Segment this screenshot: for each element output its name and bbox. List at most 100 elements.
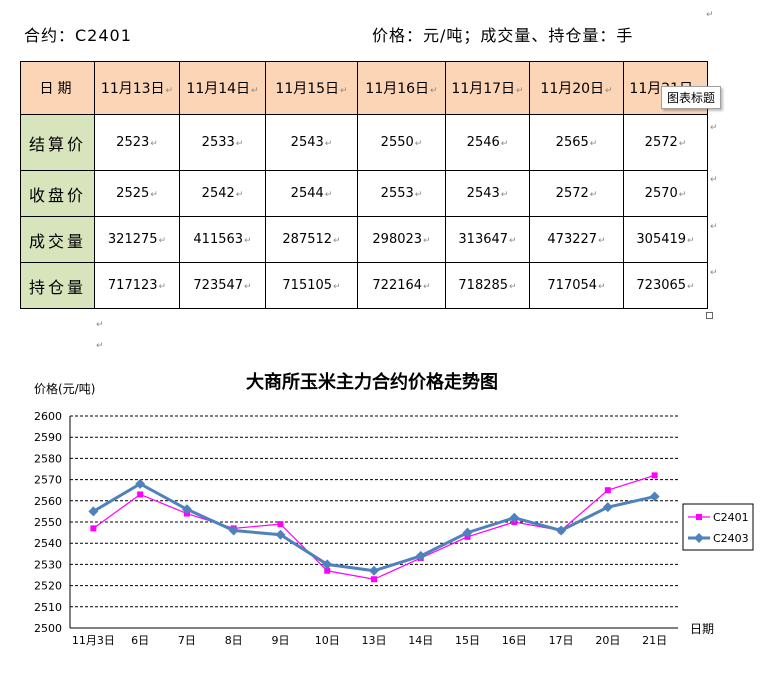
price-trend-chart: 大商所玉米主力合约价格走势图 价格(元/吨) 日期 25002510252025…: [34, 371, 754, 647]
date-header-cell: 11月15日↵: [265, 61, 358, 115]
x-axis-ticks: 11月3日 6日 7日 8日 9日 10日 13日 14日 15日 16日 17日 20日 21日: [72, 634, 667, 647]
table-cell: 2570↵: [623, 170, 708, 217]
x-tick-label: 15日: [455, 634, 480, 647]
table-row: 成交量 321275↵ 411563↵ 287512↵ 298023↵ 3136…: [20, 216, 708, 263]
table-header-row: 日期 11月13日↵ 11月14日↵ 11月15日↵ 11月16日↵ 11月17…: [20, 61, 708, 115]
table-row: 收盘价 2525↵ 2542↵ 2544↵ 2553↵ 2543↵ 2572↵ …: [20, 170, 708, 217]
units-label: 价格：元/吨；成交量、持仓量：手: [372, 26, 634, 45]
data-point: [228, 525, 239, 536]
table-cell: 2546↵: [445, 114, 530, 171]
table-cell: 2543↵: [265, 114, 358, 171]
x-tick-label: 9日: [271, 634, 289, 647]
legend-marker: [694, 533, 704, 543]
data-point: [649, 491, 660, 502]
table-cell: 2543↵: [445, 170, 530, 217]
legend-box: [682, 503, 754, 551]
date-header-cell: 11月13日↵: [94, 61, 180, 115]
table-cell: 718285↵: [445, 262, 530, 309]
data-point: [275, 529, 286, 540]
table-cell: 2553↵: [357, 170, 446, 217]
data-point: [371, 576, 377, 583]
data-point: [556, 525, 567, 536]
chart-title-tooltip: 图表标题: [661, 86, 722, 109]
table-cell: 723065↵: [623, 262, 708, 309]
row-label-cell: 成交量: [20, 216, 95, 263]
x-tick-label: 7日: [178, 634, 196, 647]
table-cell: 723547↵: [179, 262, 266, 309]
row-end-mark: ↵: [710, 175, 718, 185]
table-cell: 2572↵: [529, 170, 624, 217]
table-cell: 411563↵: [179, 216, 266, 263]
x-tick-label: 16日: [502, 634, 527, 647]
y-tick-label: 2570: [34, 474, 62, 487]
y-tick-label: 2580: [34, 452, 62, 465]
table-cell: 305419↵: [623, 216, 708, 263]
table-cell: 717123↵: [94, 262, 180, 309]
date-header-cell: 11月16日↵: [357, 61, 446, 115]
data-point: [88, 506, 99, 517]
table-resize-handle[interactable]: [706, 312, 713, 319]
table-cell: 287512↵: [265, 216, 358, 263]
legend-label: C2401: [713, 511, 749, 524]
y-tick-label: 2540: [34, 537, 62, 550]
data-point: [509, 512, 520, 523]
date-header-cell: 11月17日↵: [445, 61, 530, 115]
x-tick-label: 20日: [595, 634, 620, 647]
x-tick-label: 17日: [549, 634, 574, 647]
legend: C2401 C2403: [682, 503, 754, 551]
market-data-table: 日期 11月13日↵ 11月14日↵ 11月15日↵ 11月16日↵ 11月17…: [20, 61, 708, 309]
table-row: 持仓量 717123↵ 723547↵ 715105↵ 722164↵ 7182…: [20, 262, 708, 309]
data-point: [415, 550, 426, 561]
legend-marker: [696, 514, 702, 520]
table-cell: 298023↵: [357, 216, 446, 263]
table-cell: 313647↵: [445, 216, 530, 263]
y-tick-label: 2590: [34, 431, 62, 444]
data-point: [604, 487, 611, 494]
y-axis-ticks: 2500 2510 2520 2530 2540 2550 2560 2570 2580 2590…: [34, 410, 62, 635]
y-tick-label: 2550: [34, 516, 62, 529]
x-tick-label: 13日: [362, 634, 387, 647]
x-tick-label: 21日: [642, 634, 667, 647]
x-tick-label: 11月3日: [72, 634, 115, 647]
data-point: [135, 478, 146, 489]
x-tick-label: 14日: [408, 634, 433, 647]
date-header-cell: 11月14日↵: [179, 61, 266, 115]
axes: [69, 416, 678, 629]
table-row: 结算价 2523↵ 2533↵ 2543↵ 2550↵ 2546↵ 2565↵ …: [20, 114, 708, 171]
series-c2403: [88, 478, 660, 576]
series-c2401: [90, 472, 658, 583]
y-tick-label: 2520: [34, 580, 62, 593]
y-tick-label: 2530: [34, 558, 62, 571]
table-cell: 2544↵: [265, 170, 358, 217]
row-end-mark: ↵: [710, 222, 718, 232]
data-point: [322, 559, 333, 570]
contract-label: 合约：C2401: [24, 26, 132, 45]
y-tick-label: 2510: [34, 601, 62, 614]
data-point: [277, 521, 284, 528]
paragraph-mark: ↵: [706, 10, 714, 20]
table-cell: 2572↵: [623, 114, 708, 171]
x-axis-label: 日期: [690, 622, 714, 636]
paragraph-mark: ↵: [96, 341, 104, 351]
table-cell: 2525↵: [94, 170, 180, 217]
y-tick-label: 2600: [34, 410, 62, 423]
table-cell: 2565↵: [529, 114, 624, 171]
table-cell: 717054↵: [529, 262, 624, 309]
data-point: [90, 525, 97, 532]
table-cell: 2523↵: [94, 114, 180, 171]
series-line: [92, 482, 655, 573]
paragraph-mark: ↵: [96, 320, 104, 330]
data-point: [651, 472, 658, 479]
table-cell: 2550↵: [357, 114, 446, 171]
data-point: [181, 504, 192, 515]
y-tick-label: 2560: [34, 495, 62, 508]
data-point: [137, 491, 144, 498]
page-header: 合约：C2401 价格：元/吨；成交量、持仓量：手 ↵: [0, 0, 763, 60]
series-lines: [88, 472, 660, 583]
y-axis-label: 价格(元/吨): [34, 381, 95, 396]
row-label-cell: 收盘价: [20, 170, 95, 217]
table-cell: 473227↵: [529, 216, 624, 263]
table-cell: 2533↵: [179, 114, 266, 171]
date-header-cell: 11月20日↵: [529, 61, 624, 115]
corner-header-cell: 日期: [20, 61, 95, 115]
